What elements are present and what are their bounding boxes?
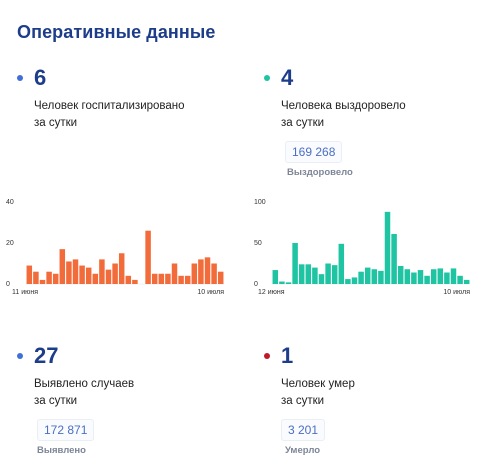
bullet-icon	[264, 75, 270, 81]
recovered-desc-line2: за сутки	[281, 117, 325, 129]
bar	[184, 275, 191, 284]
bullet-icon	[264, 353, 270, 359]
bar	[118, 253, 125, 284]
x-start-label: 12 июня	[258, 289, 285, 296]
bar	[191, 263, 198, 284]
bar	[198, 259, 204, 284]
bar	[85, 267, 92, 284]
bar	[272, 270, 279, 284]
recovered-desc-line1: Человека выздоровело	[281, 100, 406, 112]
bar	[463, 279, 470, 284]
bar	[178, 275, 184, 284]
bar	[417, 270, 424, 284]
recovered-total-label: Выздоровело	[287, 167, 353, 178]
x-start-label: 11 июня	[12, 289, 38, 296]
bar	[165, 273, 171, 284]
bar	[292, 243, 298, 284]
y-tick-label: 40	[6, 199, 14, 206]
deaths-value: 1	[281, 343, 294, 368]
y-tick-label: 50	[254, 240, 262, 247]
cases-description: Выявлено случаев за сутки	[34, 376, 234, 410]
y-tick-label: 0	[254, 281, 258, 288]
cases-value: 27	[34, 343, 59, 368]
deaths-total-label: Умерло	[285, 445, 321, 456]
bar	[444, 272, 450, 284]
y-tick-label: 100	[254, 199, 266, 206]
bar	[325, 263, 331, 284]
cases-total: 172 871	[37, 419, 95, 441]
bar	[384, 211, 391, 284]
bar	[404, 269, 411, 284]
recovered-description: Человека выздоровело за сутки	[281, 98, 481, 132]
recovered-chart: 100 50 012 июня 10 июля	[254, 199, 470, 296]
bar	[298, 264, 305, 284]
cases-desc-line2: за сутки	[34, 395, 78, 407]
deaths-description: Человек умер за сутки	[281, 376, 481, 410]
cases-desc-line1: Выявлено случаев	[34, 378, 135, 390]
bar	[371, 269, 378, 284]
bullet-icon	[17, 353, 23, 359]
bar	[312, 267, 318, 284]
hospitalized-chart: 40 20 011 июня 10 июля	[6, 199, 224, 296]
bar	[72, 259, 79, 284]
bar	[279, 281, 285, 284]
bar	[66, 261, 72, 284]
y-tick-label: 20	[6, 240, 14, 247]
deaths-desc-line2: за сутки	[281, 395, 325, 407]
deaths-total: 3 201	[281, 419, 326, 441]
bar	[125, 275, 132, 284]
x-end-label: 10 июля	[197, 289, 224, 296]
bar	[52, 273, 59, 284]
bar	[437, 268, 444, 284]
bar	[450, 268, 457, 284]
bar	[112, 263, 118, 284]
bar	[39, 279, 46, 284]
bar	[158, 273, 165, 284]
bar	[364, 267, 371, 284]
deaths-desc-line1: Человек умер	[281, 378, 355, 390]
bar	[59, 249, 66, 284]
bar	[285, 282, 292, 284]
bar	[217, 271, 224, 284]
bar	[358, 271, 364, 284]
bar	[26, 265, 33, 284]
recovered-value: 4	[281, 65, 294, 90]
bar	[378, 270, 384, 284]
page-title: Оперативные данные	[17, 22, 216, 42]
bar	[92, 273, 99, 284]
bar	[105, 269, 112, 284]
bar	[411, 272, 417, 284]
hospitalized-value: 6	[34, 65, 47, 90]
recovered-total: 169 268	[285, 141, 343, 163]
y-tick-label: 0	[6, 281, 10, 288]
bar	[457, 275, 463, 284]
bar	[151, 273, 158, 284]
bar	[99, 259, 105, 284]
bar	[397, 265, 404, 284]
bar	[46, 271, 52, 284]
bar	[171, 263, 178, 284]
hospitalized-desc-line2: за сутки	[34, 117, 78, 129]
bar	[345, 279, 351, 284]
bar	[430, 269, 437, 284]
bar	[305, 264, 312, 284]
bar	[338, 243, 345, 284]
hospitalized-description: Человек госпитализировано за сутки	[34, 98, 234, 132]
bar	[79, 265, 85, 284]
bar	[391, 233, 397, 284]
bullet-icon	[17, 75, 23, 81]
bar	[351, 277, 358, 284]
bar	[424, 275, 430, 284]
hospitalized-desc-line1: Человек госпитализировано	[34, 100, 185, 112]
bar	[33, 271, 39, 284]
bar	[211, 263, 217, 284]
bar	[145, 230, 151, 284]
bar	[204, 257, 211, 284]
x-end-label: 10 июля	[443, 289, 470, 296]
cases-total-label: Выявлено	[37, 445, 86, 456]
bar	[318, 274, 325, 284]
bar	[132, 279, 138, 284]
bar	[331, 265, 338, 284]
